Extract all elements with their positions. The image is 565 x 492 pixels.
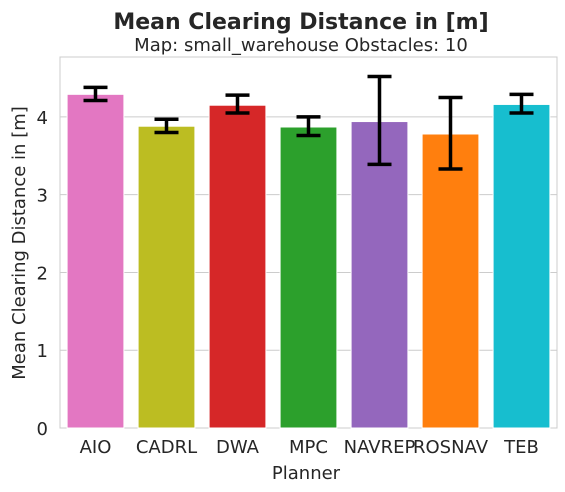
y-tick-label: 3 bbox=[37, 186, 48, 207]
bar-aio bbox=[66, 93, 125, 429]
bar-cadrl bbox=[137, 125, 196, 429]
bar-mpc bbox=[279, 126, 338, 429]
bar-teb bbox=[492, 103, 551, 429]
y-axis-label: Mean Clearing Distance in [m] bbox=[9, 106, 30, 380]
bar-navrep bbox=[350, 121, 409, 429]
chart-title: Mean Clearing Distance in [m] bbox=[113, 10, 488, 35]
x-tick-label: DWA bbox=[216, 437, 260, 458]
x-tick-label: AIO bbox=[80, 437, 112, 458]
chart-subtitle: Map: small_warehouse Obstacles: 10 bbox=[134, 35, 468, 56]
y-axis-ticks: 0 1 2 3 4 bbox=[37, 108, 48, 440]
y-tick-label: 1 bbox=[37, 341, 48, 362]
x-tick-label: TEB bbox=[503, 437, 539, 458]
y-tick-label: 4 bbox=[37, 108, 48, 129]
x-tick-label: CADRL bbox=[136, 437, 197, 458]
bars bbox=[66, 93, 551, 429]
bar-dwa bbox=[208, 104, 267, 429]
x-axis-label: Planner bbox=[272, 463, 341, 484]
bar-rosnav bbox=[421, 133, 480, 429]
y-tick-label: 2 bbox=[37, 263, 48, 284]
x-tick-label: NAVREP bbox=[344, 437, 416, 458]
x-tick-label: ROSNAV bbox=[413, 437, 489, 458]
error-bars bbox=[83, 74, 534, 171]
x-tick-label: MPC bbox=[289, 437, 328, 458]
y-tick-label: 0 bbox=[37, 419, 48, 440]
